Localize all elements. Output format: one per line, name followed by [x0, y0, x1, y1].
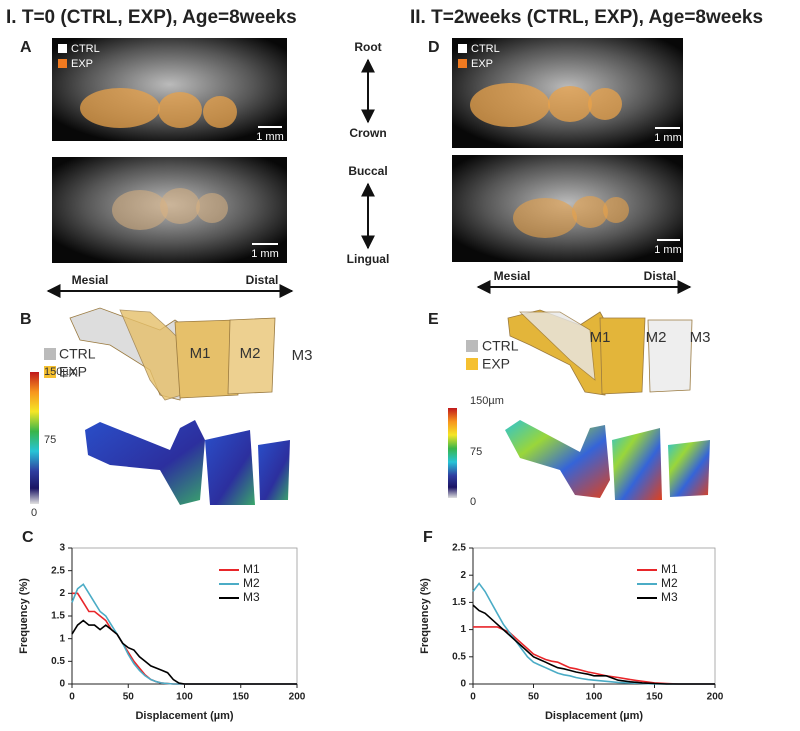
scale-bar-label: 1 mm — [256, 131, 284, 143]
direction-label: Buccal — [348, 164, 387, 178]
heatmap-model — [505, 420, 710, 500]
colorbar-label: 75 — [470, 446, 482, 458]
series-line — [71, 619, 297, 685]
direction-label: Mesial — [72, 273, 109, 287]
colorbar — [30, 372, 39, 504]
x-tick-label: 100 — [176, 692, 193, 703]
x-tick-label: 150 — [232, 692, 249, 703]
legend-label: M1 — [661, 562, 678, 576]
tooth-label: M3 — [690, 329, 711, 346]
legend-label: CTRL — [482, 338, 519, 354]
legend-label: M3 — [661, 590, 678, 604]
panel-label: B — [20, 311, 32, 328]
series-line — [72, 592, 297, 685]
plot-frame — [472, 547, 716, 685]
panel-label: E — [428, 311, 439, 328]
y-tick-label: 1 — [59, 633, 65, 644]
legend-label: CTRL — [71, 43, 100, 55]
tooth-label: M3 — [292, 347, 313, 364]
colorbar-label: 0 — [470, 496, 476, 508]
scale-bar-label: 1 mm — [654, 244, 682, 256]
direction-label: Distal — [644, 269, 677, 283]
y-axis-label: Frequency (%) — [18, 578, 30, 654]
panel-label: C — [22, 529, 34, 546]
legend-label: EXP — [59, 364, 87, 380]
legend-label: M3 — [243, 590, 260, 604]
legend-label: EXP — [471, 58, 493, 70]
arrows — [46, 58, 692, 298]
ct-image — [452, 38, 683, 262]
y-tick-label: 1.5 — [51, 611, 65, 622]
title-left: I. T=0 (CTRL, EXP), Age=8weeks — [6, 7, 297, 28]
legend-label: M1 — [243, 562, 260, 576]
direction-label: Distal — [246, 273, 279, 287]
legend-swatch — [44, 348, 56, 360]
scale-bar-label: 1 mm — [251, 248, 279, 260]
direction-label: Lingual — [347, 252, 390, 266]
direction-label: Mesial — [494, 269, 531, 283]
legend-label: EXP — [482, 356, 510, 372]
x-tick-label: 200 — [707, 692, 724, 703]
y-tick-label: 2.5 — [452, 543, 466, 554]
x-tick-label: 100 — [586, 692, 603, 703]
x-axis-label: Displacement (µm) — [545, 710, 643, 722]
legend-label: CTRL — [59, 346, 96, 362]
x-tick-label: 150 — [646, 692, 663, 703]
x-axis-label: Displacement (µm) — [135, 710, 233, 722]
colorbar — [448, 408, 457, 498]
tooth-model — [69, 307, 276, 401]
heatmap-model — [85, 420, 290, 505]
y-tick-label: 1.5 — [452, 597, 466, 608]
legend-label: CTRL — [471, 43, 500, 55]
panel-label: A — [20, 39, 32, 56]
scale-bar-label: 1 mm — [654, 132, 682, 144]
colorbar-label: 0 — [31, 507, 37, 519]
y-tick-label: 2.5 — [51, 565, 65, 576]
tooth-model — [507, 309, 693, 396]
direction-label: Root — [354, 40, 381, 54]
y-tick-label: 0.5 — [51, 656, 65, 667]
colorbar-label: 150µm — [470, 395, 504, 407]
tooth-label: M1 — [590, 329, 611, 346]
series-line — [71, 583, 297, 685]
legend-swatch — [466, 358, 478, 370]
x-tick-label: 200 — [289, 692, 306, 703]
y-tick-label: 3 — [59, 543, 65, 554]
y-tick-label: 1 — [460, 624, 466, 635]
y-tick-label: 0 — [460, 679, 466, 690]
legend-label: M2 — [243, 576, 260, 590]
ct-image — [52, 38, 287, 263]
panel-label: F — [423, 529, 433, 546]
x-tick-label: 50 — [123, 692, 135, 703]
y-tick-label: 0.5 — [452, 651, 466, 662]
series-line — [472, 582, 715, 685]
series-line — [472, 604, 715, 685]
tooth-label: M1 — [190, 345, 211, 362]
tooth-label: M2 — [240, 345, 261, 362]
x-tick-label: 0 — [69, 692, 75, 703]
y-tick-label: 2 — [460, 570, 466, 581]
tooth-label: M2 — [646, 329, 667, 346]
colorbar-label: 75 — [44, 434, 56, 446]
y-axis-label: Frequency (%) — [419, 578, 431, 654]
legend-swatch — [466, 340, 478, 352]
legend-label: EXP — [71, 58, 93, 70]
y-tick-label: 0 — [59, 679, 65, 690]
x-tick-label: 50 — [528, 692, 540, 703]
title-right: II. T=2weeks (CTRL, EXP), Age=8weeks — [410, 7, 763, 28]
legend-label: M2 — [661, 576, 678, 590]
panel-label: D — [428, 39, 440, 56]
direction-label: Crown — [349, 126, 386, 140]
legend-swatch — [44, 366, 56, 378]
y-tick-label: 2 — [59, 588, 65, 599]
x-tick-label: 0 — [470, 692, 476, 703]
colorbar-label: 150µm — [44, 366, 78, 378]
